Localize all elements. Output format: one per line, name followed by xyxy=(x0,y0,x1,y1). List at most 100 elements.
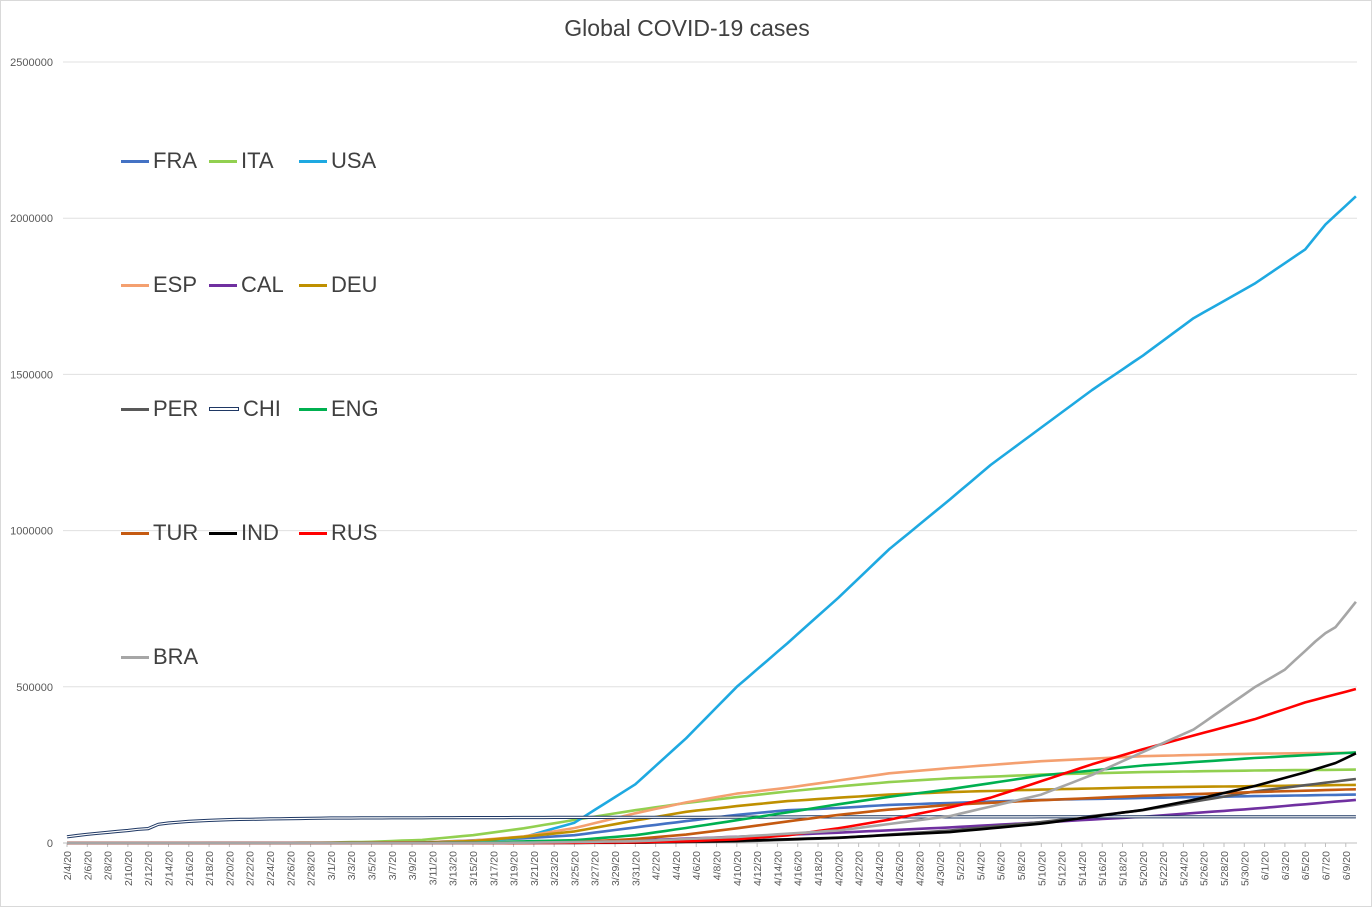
legend-swatch xyxy=(121,283,149,287)
x-tick-label: 5/6/20 xyxy=(996,851,1008,880)
x-tick-label: 5/18/20 xyxy=(1117,851,1129,886)
x-tick-label: 5/22/20 xyxy=(1158,851,1170,886)
legend-swatch xyxy=(121,655,149,659)
x-tick-label: 2/8/20 xyxy=(103,851,115,880)
x-tick-label: 4/16/20 xyxy=(793,851,805,886)
legend-item-usa: USA xyxy=(299,148,376,174)
legend-label: ENG xyxy=(331,396,379,421)
legend-label: BRA xyxy=(153,644,199,669)
x-tick-label: 2/12/20 xyxy=(143,851,155,886)
series-line-chi xyxy=(66,815,1356,839)
legend-item-cal: CAL xyxy=(209,272,284,298)
x-tick-label: 5/26/20 xyxy=(1199,851,1211,886)
x-tick-label: 5/4/20 xyxy=(975,851,987,880)
x-tick-label: 6/1/20 xyxy=(1260,851,1272,880)
x-tick-label: 5/8/20 xyxy=(1016,851,1028,880)
x-tick-label: 4/12/20 xyxy=(752,851,764,886)
x-tick-label: 4/6/20 xyxy=(691,851,703,880)
legend-swatch xyxy=(209,407,239,411)
legend-swatch xyxy=(209,531,237,535)
series-line-bra xyxy=(67,600,1357,845)
x-tick-label: 2/26/20 xyxy=(285,851,297,886)
y-tick-label: 2000000 xyxy=(10,213,53,225)
legend-item-bra: BRA xyxy=(121,644,198,670)
y-tick-label: 2500000 xyxy=(10,57,53,69)
legend-item-rus: RUS xyxy=(299,520,377,546)
legend-label: CAL xyxy=(241,272,284,297)
x-tick-label: 2/20/20 xyxy=(224,851,236,886)
x-tick-label: 3/11/20 xyxy=(427,851,439,885)
y-tick-label: 0 xyxy=(47,838,53,850)
x-tick-label: 4/28/20 xyxy=(915,851,927,886)
x-tick-label: 4/2/20 xyxy=(651,851,663,880)
x-tick-label: 6/9/20 xyxy=(1341,851,1353,880)
legend-item-chi: CHI xyxy=(209,396,281,422)
legend-label: ESP xyxy=(153,272,198,297)
x-tick-label: 2/18/20 xyxy=(204,851,216,886)
series-line-per xyxy=(67,777,1357,845)
x-tick-label: 3/1/20 xyxy=(326,851,338,880)
legend-swatch xyxy=(299,407,327,411)
x-tick-label: 3/21/20 xyxy=(529,851,541,886)
x-tick-label: 5/30/20 xyxy=(1239,851,1251,886)
x-tick-label: 5/10/20 xyxy=(1036,851,1048,886)
legend-item-deu: DEU xyxy=(299,272,377,298)
legend-label: DEU xyxy=(331,272,378,297)
x-tick-label: 2/14/20 xyxy=(163,851,175,886)
x-tick-label: 3/13/20 xyxy=(448,851,460,886)
legend-label: FRA xyxy=(153,148,197,173)
x-tick-label: 2/16/20 xyxy=(184,851,196,886)
legend-swatch xyxy=(121,407,149,411)
legend-swatch xyxy=(299,159,327,163)
legend-swatch xyxy=(121,531,149,535)
x-tick-label: 2/10/20 xyxy=(123,851,135,886)
x-tick-label: 4/4/20 xyxy=(671,851,683,880)
y-tick-label: 1500000 xyxy=(10,369,53,381)
x-tick-label: 2/4/20 xyxy=(62,851,74,880)
x-tick-label: 4/10/20 xyxy=(732,851,744,886)
legend-swatch xyxy=(209,283,237,287)
x-tick-label: 3/7/20 xyxy=(387,851,399,880)
legend-label: IND xyxy=(241,520,279,545)
legend-swatch xyxy=(299,283,327,287)
x-tick-label: 5/28/20 xyxy=(1219,851,1231,886)
x-tick-label: 6/5/20 xyxy=(1300,851,1312,880)
x-tick-label: 3/19/20 xyxy=(509,851,521,886)
legend-swatch xyxy=(209,159,237,163)
x-tick-label: 5/14/20 xyxy=(1077,851,1089,886)
x-tick-label: 5/24/20 xyxy=(1178,851,1190,886)
legend-item-ind: IND xyxy=(209,520,279,546)
x-tick-label: 3/5/20 xyxy=(366,851,378,880)
x-tick-label: 4/26/20 xyxy=(894,851,906,886)
series-line-chi-inner xyxy=(66,816,1356,838)
x-tick-label: 3/29/20 xyxy=(610,851,622,886)
x-tick-label: 3/27/20 xyxy=(590,851,602,886)
x-tick-label: 3/15/20 xyxy=(468,851,480,886)
x-tick-label: 4/22/20 xyxy=(854,851,866,886)
legend-label: RUS xyxy=(331,520,378,545)
y-tick-label: 1000000 xyxy=(10,526,53,538)
legend-label: CHI xyxy=(243,396,281,421)
x-tick-label: 4/18/20 xyxy=(813,851,825,886)
x-tick-label: 2/24/20 xyxy=(265,851,277,886)
legend-item-esp: ESP xyxy=(121,272,197,298)
x-tick-label: 4/20/20 xyxy=(833,851,845,886)
legend-item-eng: ENG xyxy=(299,396,379,422)
legend-label: TUR xyxy=(153,520,199,545)
x-tick-label: 5/20/20 xyxy=(1138,851,1150,886)
x-tick-label: 3/17/20 xyxy=(488,851,500,886)
legend-item-ita: ITA xyxy=(209,148,274,174)
legend-label: ITA xyxy=(241,148,274,173)
x-tick-label: 4/24/20 xyxy=(874,851,886,886)
x-tick-label: 5/2/20 xyxy=(955,851,967,880)
legend-swatch xyxy=(121,159,149,163)
legend-item-fra: FRA xyxy=(121,148,197,174)
y-tick-label: 500000 xyxy=(16,682,53,694)
x-tick-label: 3/31/20 xyxy=(630,851,642,886)
x-tick-label: 2/6/20 xyxy=(82,851,94,880)
series-line-deu xyxy=(67,783,1356,845)
x-tick-label: 5/16/20 xyxy=(1097,851,1109,886)
x-tick-label: 5/12/20 xyxy=(1057,851,1069,886)
x-tick-label: 3/25/20 xyxy=(569,851,581,886)
